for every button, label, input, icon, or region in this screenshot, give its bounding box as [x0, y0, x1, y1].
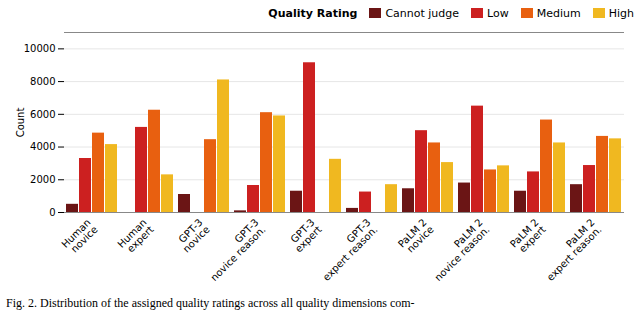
- html-text:Fig. 2. Distribution of the as: Fig. 2. Distribution of the assigned qua…: [6, 296, 415, 310]
- svg-text:10000: 10000: [24, 43, 56, 54]
- svg-text:PaLM 2novice reason.: PaLM 2novice reason.: [425, 217, 491, 283]
- svg-text:GPT-3expert: GPT-3expert: [286, 217, 324, 255]
- svg-text:PaLM 2expert: PaLM 2expert: [508, 217, 548, 257]
- svg-text:8000: 8000: [30, 76, 55, 87]
- svg-text:Humannovice: Humannovice: [59, 217, 99, 257]
- svg-text:PaLM 2expert reason.: PaLM 2expert reason.: [538, 217, 604, 283]
- svg-text:0: 0: [49, 207, 55, 218]
- svg-text:2000: 2000: [30, 174, 55, 185]
- html-text:High: High: [608, 6, 634, 20]
- svg-text:PaLM 2novice: PaLM 2novice: [396, 217, 436, 257]
- html-text:Quality Rating: Quality Rating: [268, 6, 358, 20]
- svg-text:GPT-3novice reason.: GPT-3novice reason.: [201, 217, 267, 283]
- svg-text:Count: Count: [15, 108, 26, 138]
- html-text:Medium: Medium: [536, 6, 581, 20]
- svg-text:Humanexpert: Humanexpert: [115, 217, 155, 257]
- svg-text:4000: 4000: [30, 141, 55, 152]
- svg-text:GPT-3novice: GPT-3novice: [174, 217, 212, 255]
- html-text:Low: Low: [487, 6, 509, 20]
- html-text:Cannot judge: Cannot judge: [385, 6, 459, 20]
- svg-text:6000: 6000: [30, 109, 55, 120]
- svg-text:GPT-3expert reason.: GPT-3expert reason.: [314, 217, 380, 283]
